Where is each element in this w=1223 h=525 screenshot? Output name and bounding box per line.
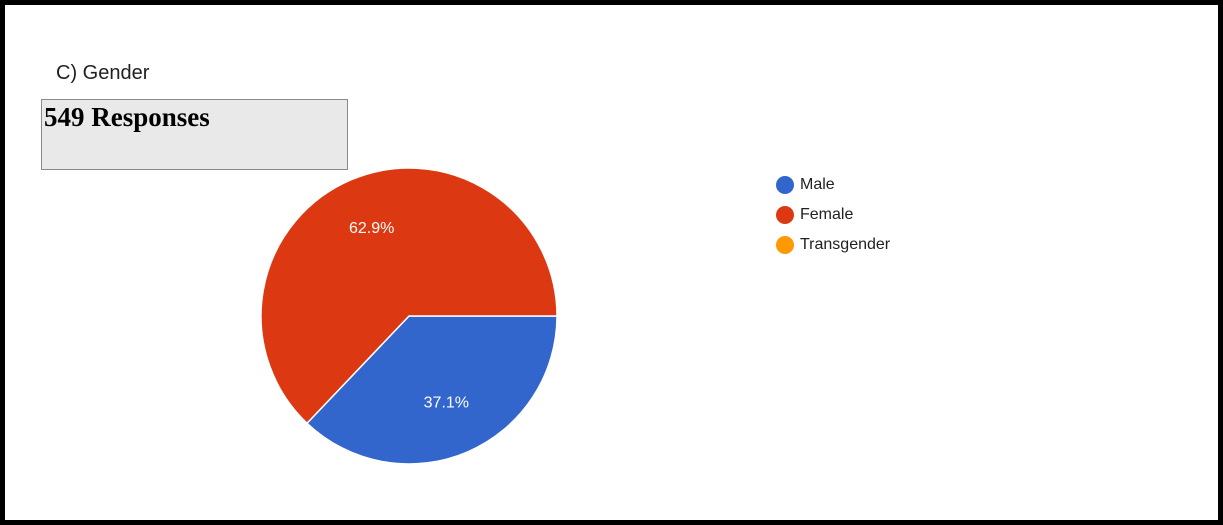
- responses-count-box: 549 Responses: [41, 99, 348, 170]
- legend-item-male: Male: [776, 170, 890, 200]
- pie-slice-female: [260, 167, 558, 425]
- pie-label-male: 37.1%: [424, 394, 469, 411]
- legend-item-female: Female: [776, 200, 890, 230]
- chart-legend: Male Female Transgender: [776, 170, 890, 260]
- pie-label-female: 62.9%: [349, 220, 394, 237]
- legend-swatch-female: [776, 206, 794, 224]
- legend-swatch-male: [776, 176, 794, 194]
- responses-count: 549 Responses: [44, 102, 210, 132]
- question-title: C) Gender: [56, 62, 150, 84]
- pie-slice-male: [305, 315, 558, 465]
- legend-label-male: Male: [800, 176, 835, 193]
- legend-label-transgender: Transgender: [800, 236, 891, 253]
- legend-item-transgender: Transgender: [776, 230, 890, 260]
- legend-label-female: Female: [800, 206, 854, 223]
- legend-swatch-transgender: [776, 236, 794, 254]
